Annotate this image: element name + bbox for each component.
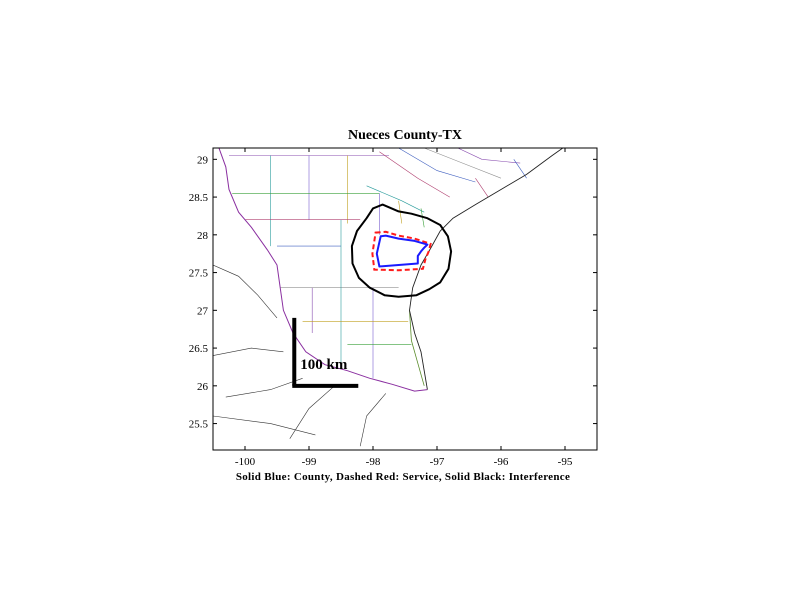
scale-bar-label: 100 km [300, 357, 348, 373]
county-boundary-line [513, 159, 527, 179]
coastline [409, 148, 564, 390]
geography-layer [213, 148, 564, 447]
service-contour [371, 230, 432, 272]
axis-ticks: -100 -99 -98 -97 -96 -95 25.5 26 26.5 27 27.5 28 28.… [189, 148, 597, 468]
mexico-state-line [225, 378, 303, 398]
y-tick-label: 27 [197, 305, 209, 317]
y-tick-label: 28 [197, 230, 209, 242]
y-tick-label: 28.5 [189, 192, 209, 204]
x-tick-label: -95 [558, 456, 573, 468]
rio-grande-border [218, 148, 428, 392]
x-tick-label: -100 [235, 456, 256, 468]
y-tick-label: 26.5 [189, 343, 209, 355]
barrier-island-line [409, 310, 425, 386]
mexico-state-line [213, 415, 316, 436]
map-title: Nueces County-TX [348, 128, 462, 143]
y-tick-label: 26 [197, 381, 209, 393]
interference-contour [350, 203, 453, 298]
mexico-state-line [359, 393, 387, 447]
x-tick-label: -96 [494, 456, 509, 468]
mexico-state-line [289, 385, 335, 439]
county-boundary-line [457, 148, 521, 164]
x-tick-label: -98 [366, 456, 381, 468]
county-boundary-line [424, 148, 502, 179]
scale-bar: 100 km [292, 317, 359, 388]
county-boundary-line [366, 185, 425, 213]
county-boundary-line [379, 151, 450, 198]
legend-caption: Solid Blue: County, Dashed Red: Service,… [236, 471, 570, 483]
y-tick-label: 29 [197, 154, 209, 166]
mexico-state-line [213, 347, 284, 356]
county-boundary-line [398, 148, 476, 183]
x-tick-label: -99 [302, 456, 317, 468]
county-outline [375, 234, 429, 268]
contour-layer [350, 203, 453, 298]
x-tick-label: -97 [430, 456, 445, 468]
y-tick-label: 27.5 [189, 268, 209, 280]
y-tick-label: 25.5 [189, 419, 209, 431]
mexico-state-line [213, 264, 278, 319]
county-boundary-line [475, 178, 489, 198]
plot-frame [212, 147, 598, 451]
